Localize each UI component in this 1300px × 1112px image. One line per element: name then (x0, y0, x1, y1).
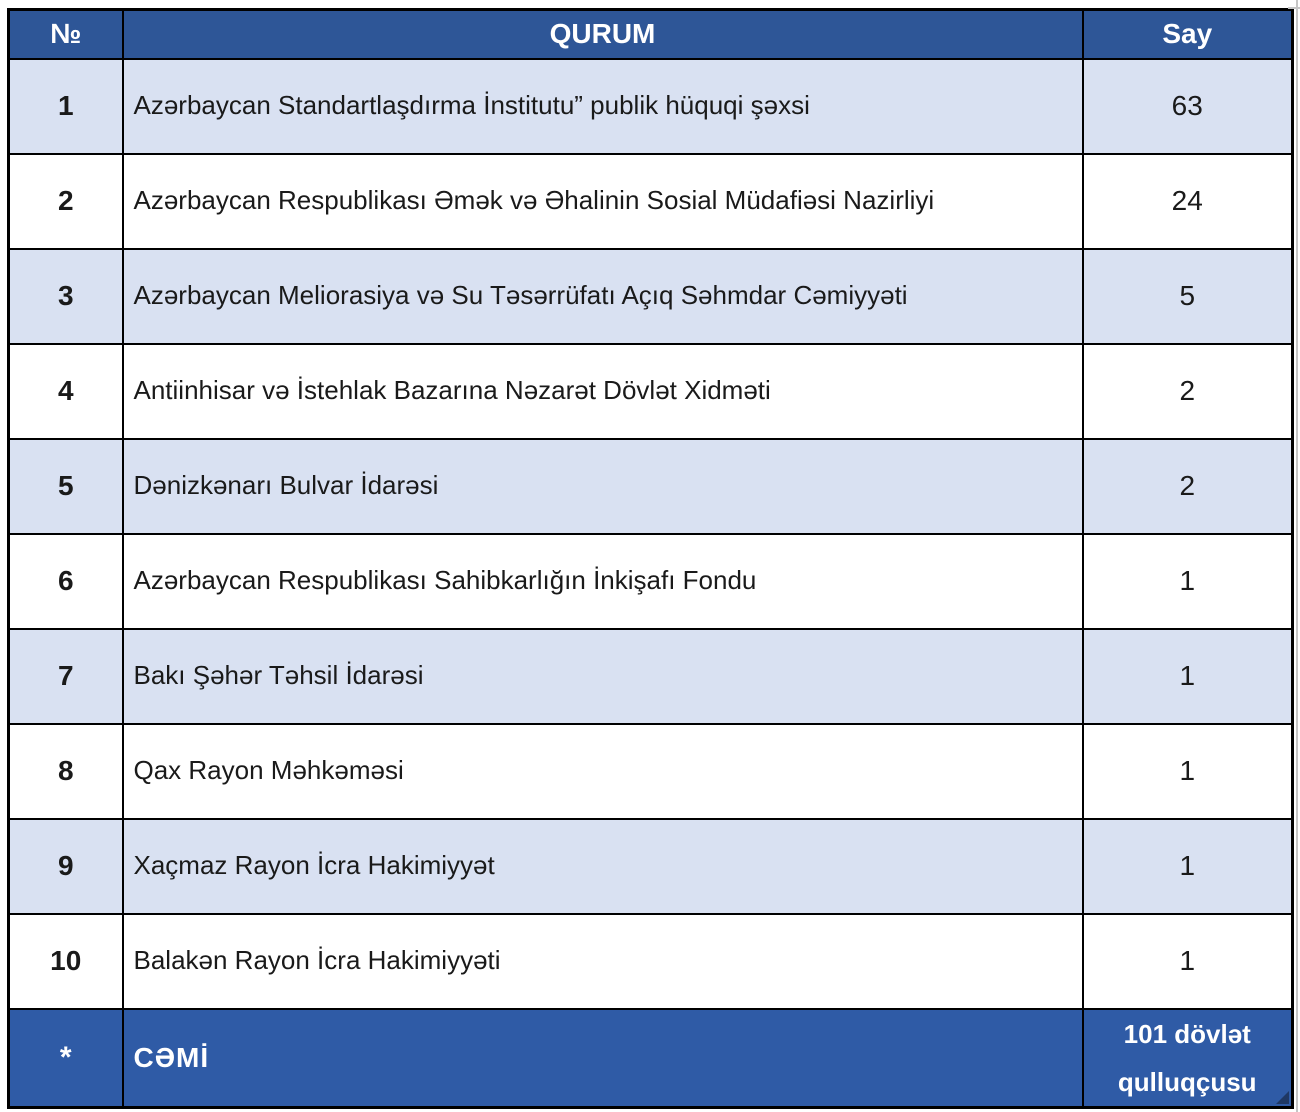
count-cell: 1 (1081, 817, 1294, 915)
organization-name: Azərbaycan Standartlaşdırma İnstitutu” p… (133, 90, 810, 121)
count-cell: 1 (1081, 912, 1294, 1010)
organization-name: Azərbaycan Respublikası Əmək və Əhalinin… (133, 185, 935, 216)
total-count-cell: 101 dövlət qulluqçusu (1081, 1007, 1294, 1109)
count-cell: 1 (1081, 532, 1294, 630)
spreadsheet-gridline-right (1296, 0, 1298, 1112)
table-row: 8 Qax Rayon Məhkəməsi 1 (7, 722, 1294, 820)
header-cell-qurum: QURUM (121, 8, 1084, 60)
spreadsheet-gridline-top (1288, 7, 1300, 9)
organization-cell: Antiinhisar və İstehlak Bazarına Nəzarət… (121, 342, 1084, 440)
total-label: CƏMİ (121, 1007, 1084, 1109)
count-cell: 1 (1081, 627, 1294, 725)
table-row: 10 Balakən Rayon İcra Hakimiyyəti 1 (7, 912, 1294, 1010)
header-cell-say: Say (1081, 8, 1294, 60)
total-row: * CƏMİ 101 dövlət qulluqçusu (7, 1007, 1294, 1109)
table-row: 4 Antiinhisar və İstehlak Bazarına Nəzar… (7, 342, 1294, 440)
table-row: 2 Azərbaycan Respublikası Əmək və Əhalin… (7, 152, 1294, 250)
row-number-cell: 8 (7, 722, 124, 820)
table-row: 3 Azərbaycan Meliorasiya və Su Təsərrüfa… (7, 247, 1294, 345)
table-row: 6 Azərbaycan Respublikası Sahibkarlığın … (7, 532, 1294, 630)
organization-cell: Qax Rayon Məhkəməsi (121, 722, 1084, 820)
count-cell: 2 (1081, 437, 1294, 535)
organization-name: Bakı Şəhər Təhsil İdarəsi (133, 660, 424, 691)
organization-name: Balakən Rayon İcra Hakimiyyəti (133, 945, 501, 976)
header-row: № QURUM Say (7, 8, 1294, 60)
row-number-cell: 4 (7, 342, 124, 440)
organization-cell: Xaçmaz Rayon İcra Hakimiyyət (121, 817, 1084, 915)
table-row: 9 Xaçmaz Rayon İcra Hakimiyyət 1 (7, 817, 1294, 915)
organization-name: Azərbaycan Meliorasiya və Su Təsərrüfatı… (133, 280, 908, 311)
organization-cell: Azərbaycan Meliorasiya və Su Təsərrüfatı… (121, 247, 1084, 345)
row-number-cell: 10 (7, 912, 124, 1010)
row-number-cell: 3 (7, 247, 124, 345)
count-cell: 63 (1081, 57, 1294, 155)
row-number-cell: 9 (7, 817, 124, 915)
organizations-table: № QURUM Say 1 Azərbaycan Standartlaşdırm… (7, 8, 1294, 1109)
organization-name: Xaçmaz Rayon İcra Hakimiyyət (133, 850, 495, 881)
row-number-cell: 6 (7, 532, 124, 630)
count-cell: 5 (1081, 247, 1294, 345)
table-row: 1 Azərbaycan Standartlaşdırma İnstitutu”… (7, 57, 1294, 155)
table-row: 7 Bakı Şəhər Təhsil İdarəsi 1 (7, 627, 1294, 725)
row-number-cell: 5 (7, 437, 124, 535)
organization-cell: Azərbaycan Respublikası Sahibkarlığın İn… (121, 532, 1084, 630)
organization-cell: Balakən Rayon İcra Hakimiyyəti (121, 912, 1084, 1010)
selection-corner-mark (1276, 1090, 1289, 1104)
count-cell: 2 (1081, 342, 1294, 440)
total-row-marker: * (7, 1007, 124, 1109)
organization-cell: Azərbaycan Standartlaşdırma İnstitutu” p… (121, 57, 1084, 155)
row-number-cell: 7 (7, 627, 124, 725)
total-count-text: 101 dövlət qulluqçusu (1117, 1018, 1257, 1097)
organization-name: Dənizkənarı Bulvar İdarəsi (133, 470, 439, 501)
table-row: 5 Dənizkənarı Bulvar İdarəsi 2 (7, 437, 1294, 535)
row-number-cell: 2 (7, 152, 124, 250)
organization-name: Qax Rayon Məhkəməsi (133, 755, 404, 786)
organization-name: Antiinhisar və İstehlak Bazarına Nəzarət… (133, 375, 771, 406)
count-cell: 24 (1081, 152, 1294, 250)
organization-cell: Bakı Şəhər Təhsil İdarəsi (121, 627, 1084, 725)
count-cell: 1 (1081, 722, 1294, 820)
row-number-cell: 1 (7, 57, 124, 155)
organization-cell: Dənizkənarı Bulvar İdarəsi (121, 437, 1084, 535)
organization-cell: Azərbaycan Respublikası Əmək və Əhalinin… (121, 152, 1084, 250)
organization-name: Azərbaycan Respublikası Sahibkarlığın İn… (133, 565, 757, 596)
header-cell-no: № (7, 8, 124, 60)
